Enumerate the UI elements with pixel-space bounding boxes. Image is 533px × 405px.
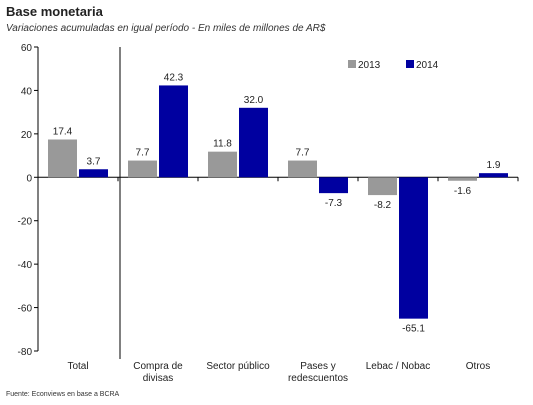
bar-2013 xyxy=(128,160,157,178)
data-label-2014: 3.7 xyxy=(87,156,101,167)
data-label-2014: -7.3 xyxy=(325,198,343,209)
x-category-label: Total xyxy=(67,361,88,372)
data-label-2013: -1.6 xyxy=(454,186,472,197)
x-category-label: Pases y xyxy=(300,361,336,372)
source-note: Fuente: Econviews en base a BCRA xyxy=(6,391,120,398)
bar-2013 xyxy=(48,139,77,178)
bar-2014 xyxy=(159,85,188,178)
data-label-2014: -65.1 xyxy=(402,324,425,335)
x-category-label: Lebac / Nobac xyxy=(366,361,431,372)
bar-2013 xyxy=(208,151,237,178)
y-tick-label: -60 xyxy=(18,304,33,315)
y-tick-label: 60 xyxy=(21,43,33,54)
data-label-2013: -8.2 xyxy=(374,200,392,211)
y-tick-label: -80 xyxy=(18,347,33,358)
y-tick-label: 40 xyxy=(21,86,33,97)
x-category-label: Sector público xyxy=(206,361,270,372)
x-category-label: redescuentos xyxy=(288,373,348,384)
data-label-2013: 11.8 xyxy=(213,139,232,150)
bar-2014 xyxy=(79,169,108,178)
legend-swatch-2014 xyxy=(406,60,414,68)
chart-subtitle: Variaciones acumuladas en igual período … xyxy=(6,23,326,34)
bar-2014 xyxy=(319,177,348,194)
bar-2013 xyxy=(448,177,477,181)
chart-title: Base monetaria xyxy=(6,4,103,19)
data-label-2013: 7.7 xyxy=(136,148,150,159)
data-label-2014: 1.9 xyxy=(487,160,501,171)
y-tick-label: -40 xyxy=(18,260,33,271)
data-label-2013: 17.4 xyxy=(53,127,73,138)
y-tick-label: -20 xyxy=(18,217,33,228)
x-category-label: Otros xyxy=(466,361,490,372)
data-label-2014: 42.3 xyxy=(164,72,184,83)
bar-2013 xyxy=(288,160,317,178)
x-category-label: divisas xyxy=(143,373,174,384)
legend-label-2014: 2014 xyxy=(416,60,439,71)
legend-swatch-2013 xyxy=(348,60,356,68)
y-tick-label: 20 xyxy=(21,130,33,141)
bar-2014 xyxy=(399,177,428,319)
legend-label-2013: 2013 xyxy=(358,60,381,71)
bar-2014 xyxy=(239,107,268,178)
data-label-2014: 32.0 xyxy=(244,95,264,106)
y-tick-label: 0 xyxy=(26,173,32,184)
bar-2013 xyxy=(368,177,397,196)
x-category-label: Compra de xyxy=(133,361,183,372)
data-label-2013: 7.7 xyxy=(296,148,310,159)
bar-2014 xyxy=(479,173,508,178)
